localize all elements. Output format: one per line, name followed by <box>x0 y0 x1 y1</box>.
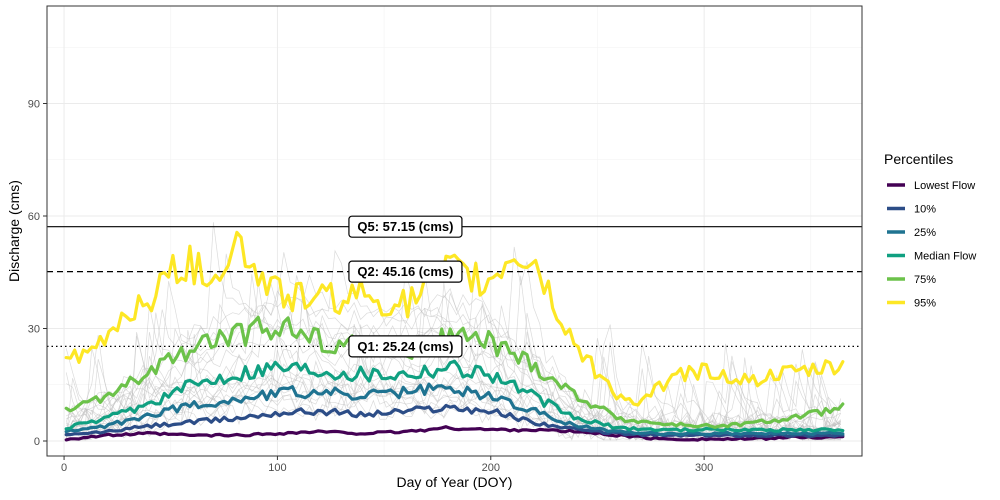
series-line-median-flow <box>64 359 845 433</box>
legend: Percentiles Lowest Flow 10% 25% Median Flow… <box>884 151 976 310</box>
y-tick-label: 60 <box>28 211 40 223</box>
quantile-label-1: Q5: 57.15 (cms) <box>348 215 463 238</box>
x-tick-label: 300 <box>695 462 713 474</box>
y-axis-title: Discharge (cms) <box>6 180 22 282</box>
x-tick-label: 200 <box>482 462 500 474</box>
legend-item: 25% <box>887 227 936 239</box>
percentile-series <box>64 230 845 442</box>
quantile-label-box <box>348 260 463 283</box>
quantile-label-text: Q1: 25.24 (cms) <box>357 339 453 354</box>
series-line-25- <box>64 382 845 437</box>
x-tick-label: 0 <box>61 462 67 474</box>
panel-border <box>46 5 863 457</box>
legend-label: 25% <box>914 227 936 239</box>
quantile-label-text: Q5: 57.15 (cms) <box>357 219 453 234</box>
legend-title: Percentiles <box>884 151 953 167</box>
legend-label: 95% <box>914 298 936 310</box>
legend-item: Lowest Flow <box>887 180 975 192</box>
quantile-label-2: Q2: 45.16 (cms) <box>348 260 463 283</box>
series-line-10- <box>64 403 845 439</box>
x-tick-label: 100 <box>268 462 286 474</box>
series-line-95- <box>64 230 845 407</box>
y-tick-label: 90 <box>28 99 40 111</box>
axes: 0 100 200 300 0 30 60 90 <box>28 5 863 474</box>
y-tick-label: 30 <box>28 324 40 336</box>
y-tick-label: 0 <box>34 436 40 448</box>
legend-item: Median Flow <box>887 251 976 263</box>
x-axis-title: Day of Year (DOY) <box>397 474 513 490</box>
legend-item: 75% <box>887 274 936 286</box>
legend-label: Median Flow <box>914 251 976 263</box>
quantile-label-3: Q1: 25.24 (cms) <box>348 335 463 358</box>
series-line-lowest-flow <box>64 425 845 442</box>
annual-trace-line <box>65 222 842 430</box>
quantile-label-text: Q2: 45.16 (cms) <box>357 264 453 279</box>
legend-label: 75% <box>914 274 936 286</box>
legend-label: Lowest Flow <box>914 180 975 192</box>
quantile-label-box <box>348 215 463 238</box>
quantile-label-box <box>348 335 463 358</box>
legend-label: 10% <box>914 204 936 216</box>
quantile-labels: Q5: 57.15 (cms) Q2: 45.16 (cms) Q1: 25.24 … <box>348 215 463 358</box>
legend-item: 10% <box>887 204 936 216</box>
legend-item: 95% <box>887 298 936 310</box>
annual-trace-line <box>66 331 841 441</box>
